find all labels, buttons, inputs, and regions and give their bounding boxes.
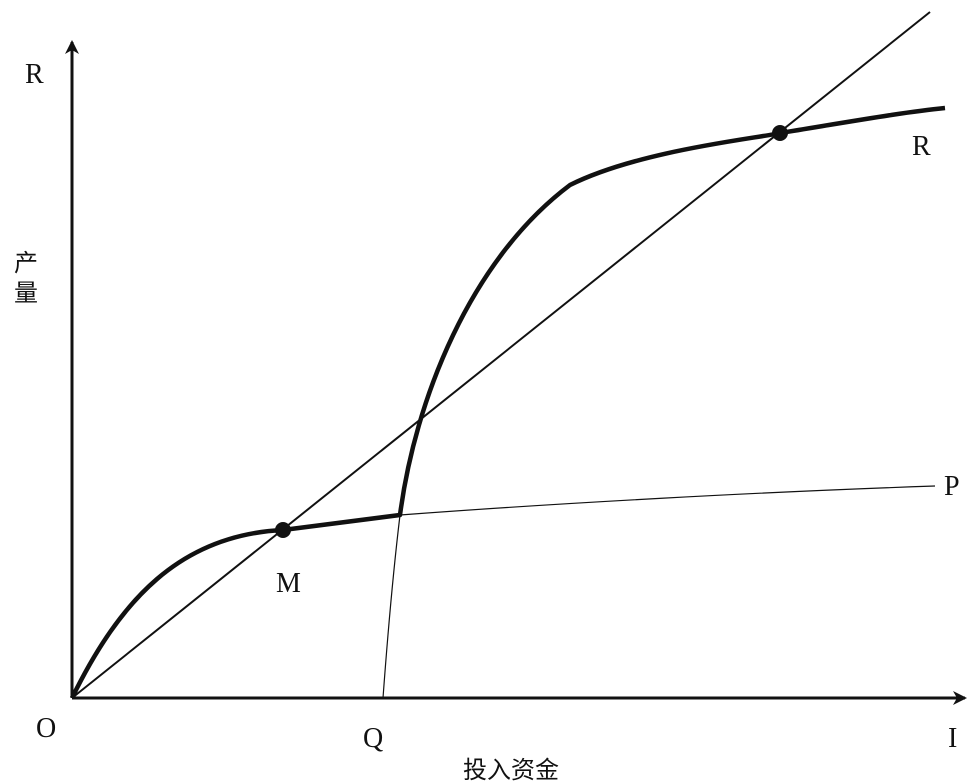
- x-axis-title: 投入资金: [463, 756, 559, 784]
- threshold-branch-thin: [382, 514, 401, 699]
- equilibrium-point-upper: [772, 125, 788, 141]
- low-equilibrium-label: M: [276, 568, 301, 599]
- x-axis-label: I: [948, 723, 957, 754]
- origin-label: O: [36, 713, 56, 744]
- threshold-label: Q: [363, 723, 383, 754]
- y-axis-label: R: [25, 59, 44, 90]
- diagonal-line: [71, 11, 931, 699]
- curve-main-thick: [69, 105, 946, 699]
- equilibrium-point-m: [275, 522, 291, 538]
- lower-curve-label: P: [944, 471, 960, 502]
- y-axis-title-char-1: 产: [14, 249, 38, 277]
- curve-p-thin: [399, 485, 936, 516]
- y-axis-title-char-2: 量: [14, 279, 38, 307]
- upper-curve-label: R: [912, 131, 931, 162]
